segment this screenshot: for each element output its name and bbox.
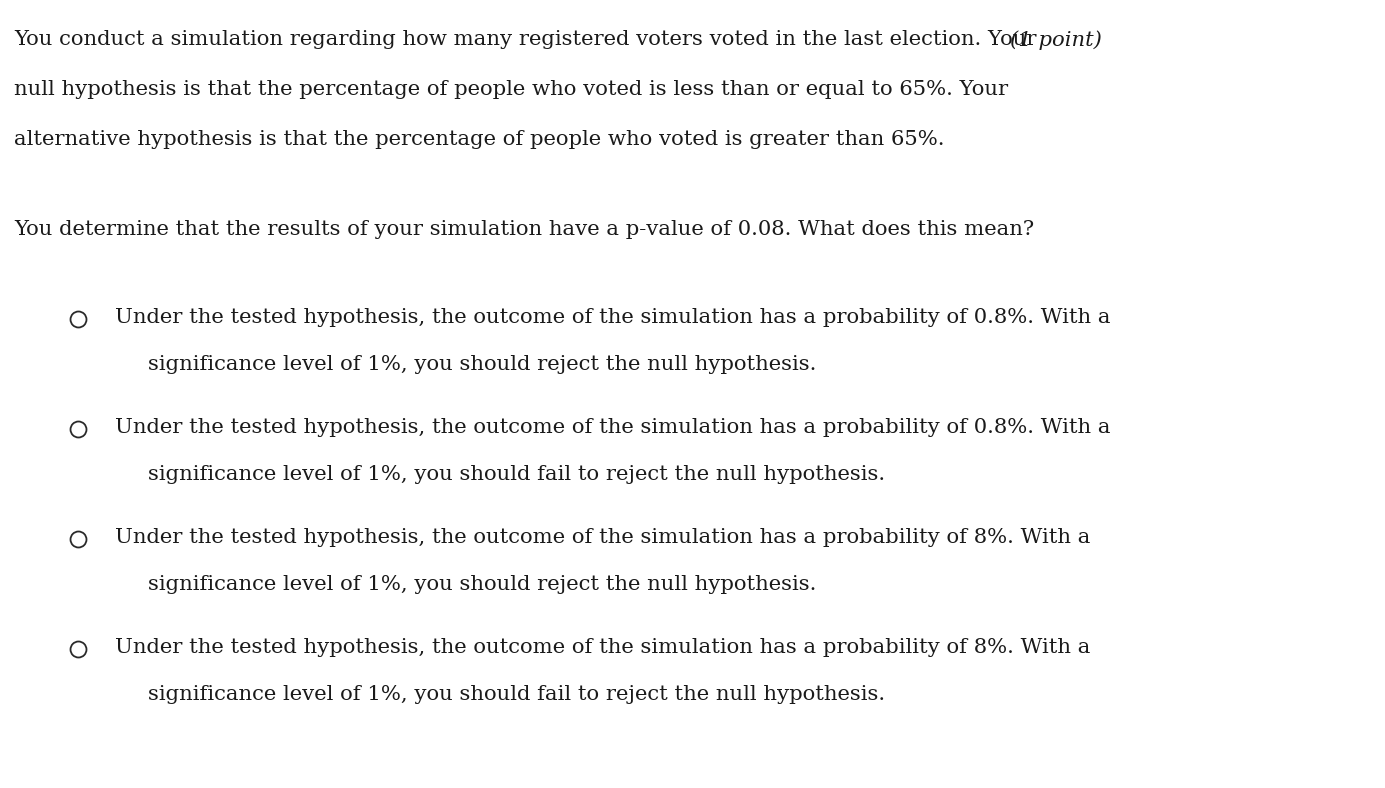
Text: You conduct a simulation regarding how many registered voters voted in the last : You conduct a simulation regarding how m… <box>14 30 1036 49</box>
Text: Under the tested hypothesis, the outcome of the simulation has a probability of : Under the tested hypothesis, the outcome… <box>115 308 1111 327</box>
Text: significance level of 1%, you should reject the null hypothesis.: significance level of 1%, you should rej… <box>148 355 816 374</box>
Text: significance level of 1%, you should reject the null hypothesis.: significance level of 1%, you should rej… <box>148 575 816 594</box>
Text: You determine that the results of your simulation have a p-value of 0.08. What d: You determine that the results of your s… <box>14 220 1035 239</box>
Text: Under the tested hypothesis, the outcome of the simulation has a probability of : Under the tested hypothesis, the outcome… <box>115 528 1090 547</box>
Text: significance level of 1%, you should fail to reject the null hypothesis.: significance level of 1%, you should fai… <box>148 465 885 484</box>
Text: Under the tested hypothesis, the outcome of the simulation has a probability of : Under the tested hypothesis, the outcome… <box>115 638 1090 657</box>
Text: (1 point): (1 point) <box>1010 30 1102 50</box>
Text: alternative hypothesis is that the percentage of people who voted is greater tha: alternative hypothesis is that the perce… <box>14 130 945 149</box>
Text: significance level of 1%, you should fail to reject the null hypothesis.: significance level of 1%, you should fai… <box>148 685 885 704</box>
Text: Under the tested hypothesis, the outcome of the simulation has a probability of : Under the tested hypothesis, the outcome… <box>115 418 1111 437</box>
Text: null hypothesis is that the percentage of people who voted is less than or equal: null hypothesis is that the percentage o… <box>14 80 1008 99</box>
